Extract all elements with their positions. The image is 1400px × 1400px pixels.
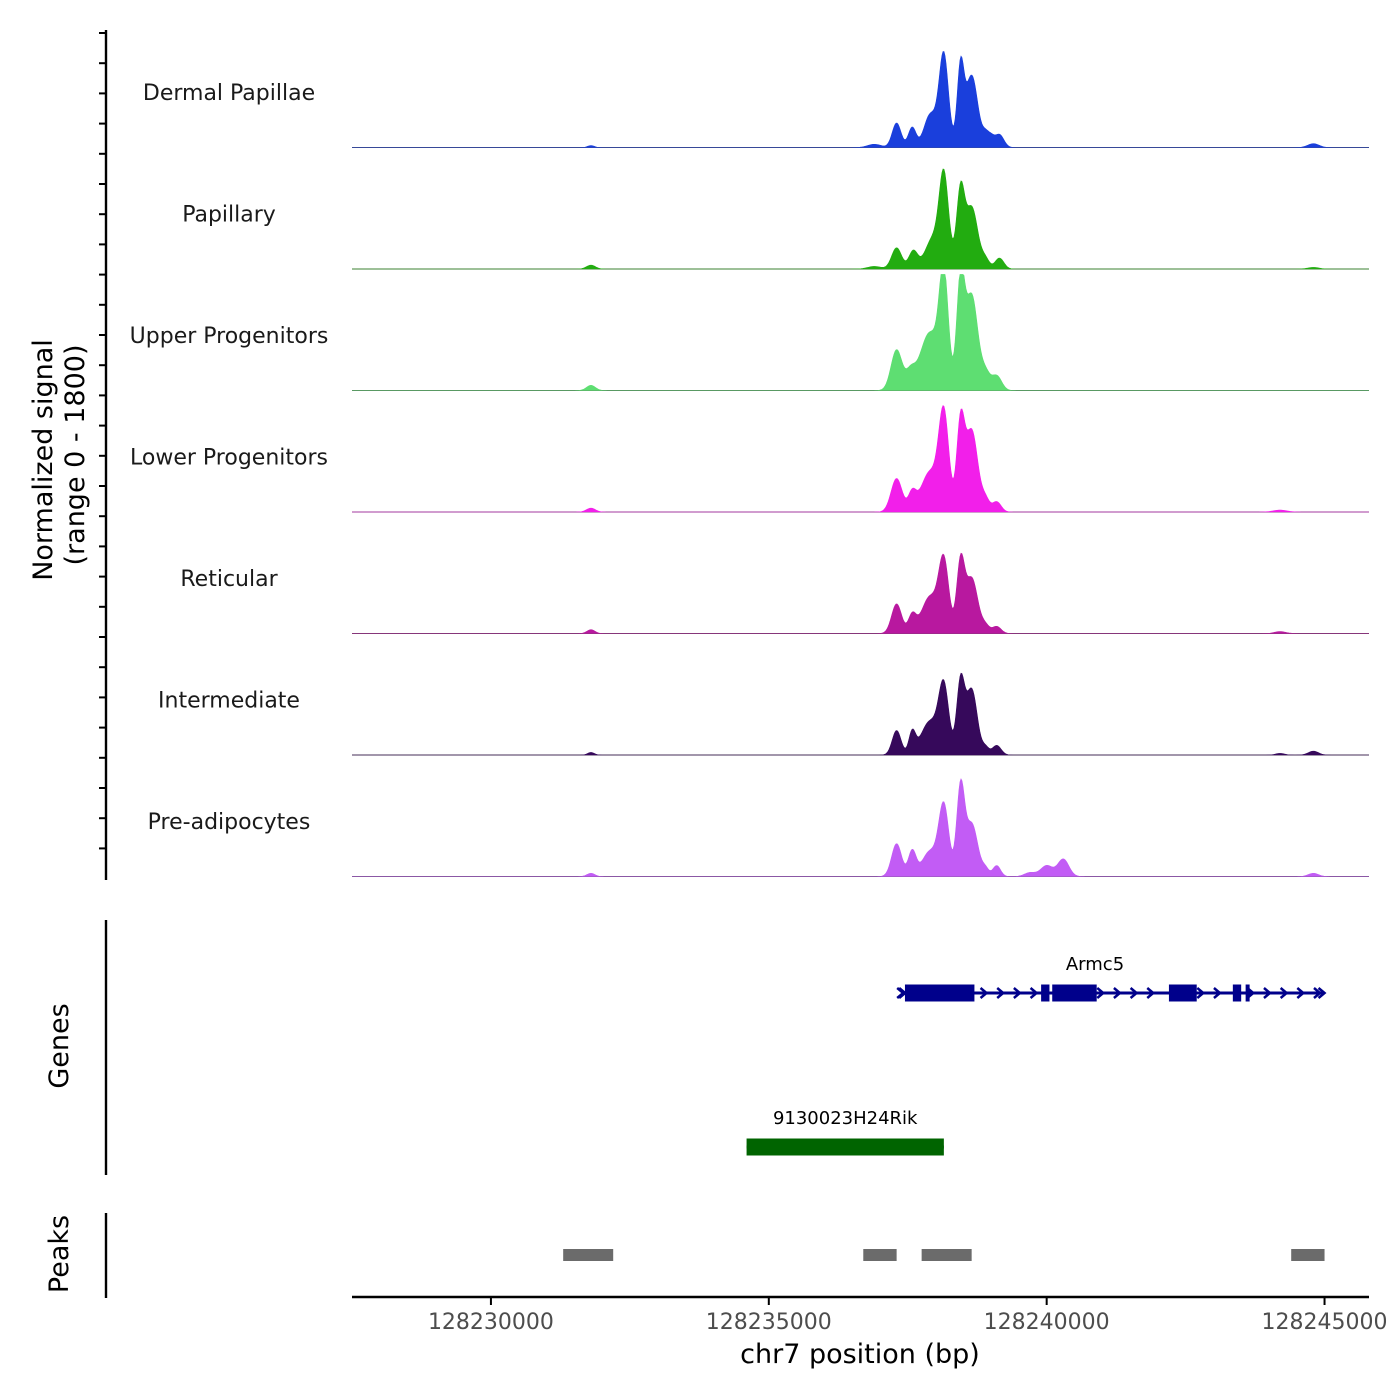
strand-arrow	[1279, 987, 1289, 999]
strand-arrow	[1296, 987, 1306, 999]
gene-name-label: Armc5	[1066, 954, 1124, 975]
gene-9130023h24rik: 9130023H24Rik	[746, 1108, 944, 1156]
track-pre-adipocytes: Pre-adipocytes	[148, 778, 1369, 877]
track-label: Intermediate	[158, 689, 300, 714]
track-label: Upper Progenitors	[130, 324, 329, 349]
track-signal-area	[352, 274, 1369, 391]
track-lower-progenitors: Lower Progenitors	[130, 405, 1369, 513]
gene-exon	[1041, 984, 1050, 1002]
gene-name-label: 9130023H24Rik	[773, 1108, 918, 1129]
track-papillary: Papillary	[182, 168, 1369, 270]
track-intermediate: Intermediate	[158, 672, 1369, 756]
peak-region	[1291, 1249, 1325, 1261]
track-label: Reticular	[180, 567, 278, 592]
peak-regions	[563, 1249, 1325, 1261]
peak-region	[863, 1249, 897, 1261]
strand-arrow	[1129, 987, 1139, 999]
gene-exon	[904, 984, 975, 1002]
track-label: Lower Progenitors	[130, 446, 328, 471]
gene-exon	[1052, 984, 1097, 1002]
genes-panel-label: Genes	[44, 1003, 75, 1088]
strand-arrow	[1146, 987, 1156, 999]
strand-arrow	[1029, 987, 1039, 999]
track-signal-area	[352, 405, 1369, 513]
coverage-tracks: Dermal Papillae Papillary Upper Progenitor…	[130, 51, 1369, 877]
strand-arrow	[1096, 987, 1106, 999]
track-label: Dermal Papillae	[143, 81, 315, 106]
track-signal-area	[352, 51, 1369, 148]
signal-axis-label-line1: Normalized signal	[28, 339, 59, 581]
strand-arrow	[1317, 987, 1327, 999]
x-tick-label: 128235000	[706, 1310, 832, 1335]
gene-annotations: Armc5 9130023H24Rik	[746, 954, 1327, 1156]
peaks-panel-label: Peaks	[44, 1215, 75, 1293]
track-signal-area	[352, 778, 1369, 877]
track-signal-area	[352, 552, 1369, 634]
track-label: Papillary	[182, 203, 276, 228]
gene-exon	[1168, 984, 1197, 1002]
strand-arrow	[896, 987, 906, 999]
strand-arrow	[996, 987, 1006, 999]
track-label: Pre-adipocytes	[148, 810, 311, 835]
strand-arrow	[898, 987, 908, 999]
signal-y-ticks	[99, 32, 106, 850]
x-axis-ticks: 128230000 128235000 128240000 128245000	[428, 1297, 1388, 1335]
strand-arrow	[979, 987, 989, 999]
strand-arrow	[1013, 987, 1022, 999]
gene-exon	[746, 1138, 944, 1156]
x-tick-label: 128230000	[428, 1310, 554, 1335]
track-upper-progenitors: Upper Progenitors	[130, 274, 1369, 391]
strand-arrow	[1213, 987, 1222, 999]
peak-region	[563, 1249, 614, 1261]
x-tick-label: 128240000	[984, 1310, 1110, 1335]
strand-arrow	[1113, 987, 1122, 999]
x-tick-label: 128245000	[1262, 1310, 1388, 1335]
track-signal-area	[352, 168, 1369, 270]
track-dermal-papillae: Dermal Papillae	[143, 51, 1369, 148]
strand-arrow	[1263, 987, 1272, 999]
peak-region	[921, 1249, 972, 1261]
gene-exon	[1232, 984, 1242, 1002]
track-signal-area	[352, 672, 1369, 756]
gene-exon	[1245, 984, 1250, 1002]
strand-arrow	[1313, 987, 1322, 999]
strand-arrow	[1196, 987, 1206, 999]
gene-armc5: Armc5	[896, 954, 1327, 1002]
x-axis-title: chr7 position (bp)	[740, 1339, 980, 1370]
track-reticular: Reticular	[180, 552, 1369, 634]
signal-axis-label-line2: (range 0 - 1800)	[60, 345, 91, 566]
strand-arrow	[1246, 987, 1256, 999]
